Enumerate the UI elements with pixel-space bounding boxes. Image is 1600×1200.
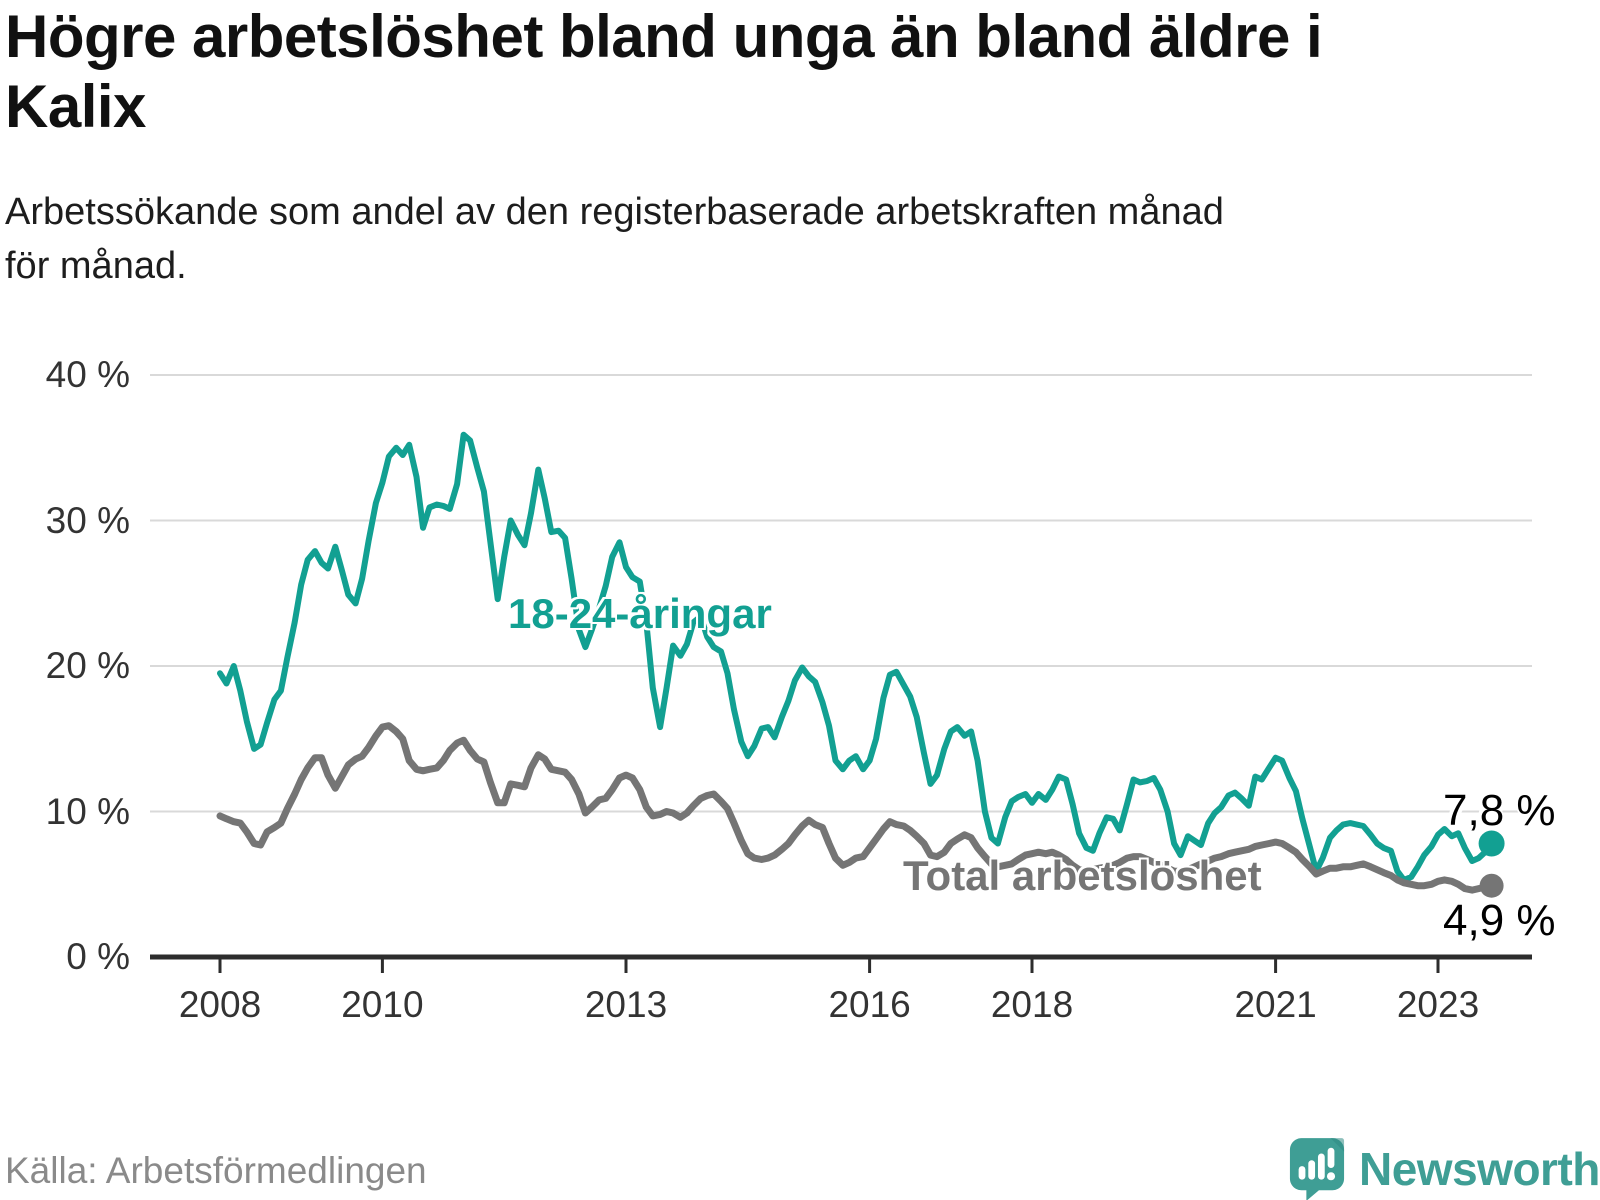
source-note: Källa: Arbetsförmedlingen [5,1150,427,1191]
youth-line [217,431,1495,883]
x-tick-label-2013: 2013 [584,984,668,1025]
x-tick-label-2016: 2016 [828,984,911,1025]
subtitle-line-1: Arbetssökande som andel av den registerb… [5,191,1224,233]
subtitle-line-2: för månad. [5,244,187,287]
y-tick-label-20: 20 % [45,645,130,686]
y-tick-label-0: 0 % [66,936,130,977]
x-tick-label-2023: 2023 [1396,984,1480,1025]
logo-wordmark: Newsworthy [1359,1143,1600,1195]
total-latest-value-label: 4,9 % [1443,896,1556,945]
page-title: Högre arbetslöshet bland unga än bland ä… [5,2,1575,142]
series-label-total: Total arbetslöshet [903,852,1262,899]
title-line-2: Kalix [5,73,146,141]
y-tick-label-10: 10 % [45,790,130,832]
total-end-dot [1479,873,1504,898]
y-tick-label-40: 40 % [45,354,130,395]
youth-end-dot [1478,830,1505,857]
x-tick-label-2021: 2021 [1234,984,1317,1025]
x-tick-label-2008: 2008 [178,984,262,1025]
y-tick-label-30: 30 % [45,499,130,541]
newsworthy-logo: Newsworthy [1288,1136,1600,1200]
x-tick-label-2018: 2018 [990,984,1074,1025]
youth-latest-value-label: 7,8 % [1443,786,1556,835]
newsworthy-bubble-barchart-icon [1289,1138,1345,1200]
series-label-youth: 18-24-åringar [508,590,772,637]
x-tick-label-2010: 2010 [341,984,424,1025]
chart-subtitle: Arbetssökande som andel av den registerb… [5,186,1565,294]
total-line [216,722,1496,894]
title-line-1: Högre arbetslöshet bland unga än bland ä… [5,3,1323,70]
